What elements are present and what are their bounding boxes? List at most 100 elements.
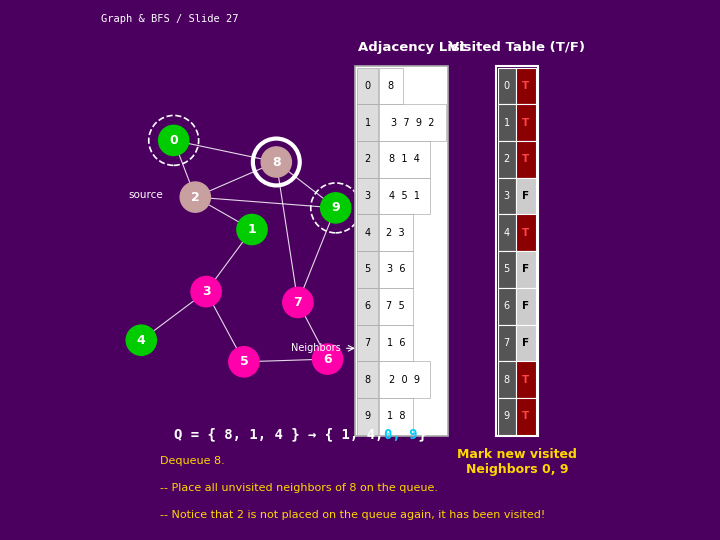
Text: 9: 9 <box>503 411 510 421</box>
FancyBboxPatch shape <box>498 178 516 214</box>
Text: 0: 0 <box>364 81 371 91</box>
FancyBboxPatch shape <box>355 66 448 436</box>
Text: 2  3: 2 3 <box>387 228 405 238</box>
FancyBboxPatch shape <box>357 251 378 288</box>
Text: 8: 8 <box>272 156 281 168</box>
FancyBboxPatch shape <box>357 104 378 141</box>
FancyBboxPatch shape <box>498 325 516 361</box>
Text: 1  8: 1 8 <box>387 411 405 421</box>
Text: 9: 9 <box>331 201 340 214</box>
Circle shape <box>237 214 267 245</box>
Text: 3  6: 3 6 <box>387 265 405 274</box>
FancyBboxPatch shape <box>379 104 446 141</box>
Text: T: T <box>522 118 529 127</box>
Text: 3  7  9  2: 3 7 9 2 <box>391 118 434 127</box>
Text: 4: 4 <box>503 228 510 238</box>
FancyBboxPatch shape <box>379 141 430 178</box>
FancyBboxPatch shape <box>379 68 402 104</box>
Text: 7: 7 <box>503 338 510 348</box>
FancyBboxPatch shape <box>516 178 536 214</box>
FancyBboxPatch shape <box>516 141 536 178</box>
FancyBboxPatch shape <box>379 325 413 361</box>
FancyBboxPatch shape <box>357 361 378 398</box>
Text: 3: 3 <box>503 191 510 201</box>
Text: 3: 3 <box>202 285 210 298</box>
FancyBboxPatch shape <box>516 288 536 325</box>
Text: 4: 4 <box>364 228 371 238</box>
FancyBboxPatch shape <box>516 361 536 398</box>
FancyBboxPatch shape <box>516 214 536 251</box>
FancyBboxPatch shape <box>498 251 516 288</box>
Circle shape <box>312 344 343 374</box>
Text: 1: 1 <box>248 223 256 236</box>
FancyBboxPatch shape <box>496 66 538 436</box>
FancyBboxPatch shape <box>379 398 413 435</box>
Text: 1  6: 1 6 <box>387 338 405 348</box>
Circle shape <box>229 347 259 377</box>
Text: 2: 2 <box>503 154 510 164</box>
Text: 8: 8 <box>387 81 394 91</box>
FancyBboxPatch shape <box>516 398 536 435</box>
Circle shape <box>320 193 351 223</box>
FancyBboxPatch shape <box>379 251 413 288</box>
Text: 3: 3 <box>364 191 371 201</box>
Text: 1: 1 <box>503 118 510 127</box>
Text: T: T <box>522 228 529 238</box>
Text: 7  5: 7 5 <box>387 301 405 311</box>
Text: 1: 1 <box>364 118 371 127</box>
Text: 5: 5 <box>364 265 371 274</box>
Text: 4  5  1: 4 5 1 <box>389 191 420 201</box>
Text: 7: 7 <box>364 338 371 348</box>
Text: -- Place all unvisited neighbors of 8 on the queue.: -- Place all unvisited neighbors of 8 on… <box>160 483 438 494</box>
Text: T: T <box>522 411 529 421</box>
Circle shape <box>126 325 156 355</box>
FancyBboxPatch shape <box>357 141 378 178</box>
FancyBboxPatch shape <box>498 214 516 251</box>
Text: 7: 7 <box>294 296 302 309</box>
Text: 9: 9 <box>364 411 371 421</box>
FancyBboxPatch shape <box>516 68 536 104</box>
FancyBboxPatch shape <box>498 361 516 398</box>
FancyBboxPatch shape <box>498 141 516 178</box>
FancyBboxPatch shape <box>498 104 516 141</box>
Text: 4: 4 <box>137 334 145 347</box>
Text: }: } <box>410 428 426 442</box>
FancyBboxPatch shape <box>357 214 378 251</box>
Circle shape <box>191 276 221 307</box>
Text: Visited Table (T/F): Visited Table (T/F) <box>449 41 585 54</box>
FancyBboxPatch shape <box>379 288 413 325</box>
Text: F: F <box>522 265 529 274</box>
Circle shape <box>180 182 210 212</box>
Text: Mark new visited
Neighbors 0, 9: Mark new visited Neighbors 0, 9 <box>457 448 577 476</box>
Text: T: T <box>522 81 529 91</box>
Text: T: T <box>522 375 529 384</box>
Text: Dequeue 8.: Dequeue 8. <box>160 456 225 467</box>
FancyBboxPatch shape <box>357 398 378 435</box>
Text: 6: 6 <box>364 301 371 311</box>
Text: 2: 2 <box>364 154 371 164</box>
Text: T: T <box>522 154 529 164</box>
FancyBboxPatch shape <box>357 325 378 361</box>
Text: F: F <box>522 338 529 348</box>
Text: 6: 6 <box>323 353 332 366</box>
Text: 0: 0 <box>503 81 510 91</box>
FancyBboxPatch shape <box>379 361 430 398</box>
FancyBboxPatch shape <box>357 68 378 104</box>
Circle shape <box>283 287 313 318</box>
Circle shape <box>158 125 189 156</box>
Text: 8: 8 <box>364 375 371 384</box>
Text: source: source <box>128 191 163 200</box>
Text: F: F <box>522 301 529 311</box>
Text: 5: 5 <box>240 355 248 368</box>
Text: Adjacency List: Adjacency List <box>358 41 466 54</box>
Text: -- Notice that 2 is not placed on the queue again, it has been visited!: -- Notice that 2 is not placed on the qu… <box>160 510 546 521</box>
FancyBboxPatch shape <box>498 288 516 325</box>
Text: 6: 6 <box>503 301 510 311</box>
FancyBboxPatch shape <box>379 178 430 214</box>
Text: Graph & BFS / Slide 27: Graph & BFS / Slide 27 <box>101 14 238 24</box>
Text: 2  0  9: 2 0 9 <box>389 375 420 384</box>
FancyBboxPatch shape <box>516 325 536 361</box>
FancyBboxPatch shape <box>357 288 378 325</box>
Text: 8: 8 <box>503 375 510 384</box>
FancyBboxPatch shape <box>498 398 516 435</box>
